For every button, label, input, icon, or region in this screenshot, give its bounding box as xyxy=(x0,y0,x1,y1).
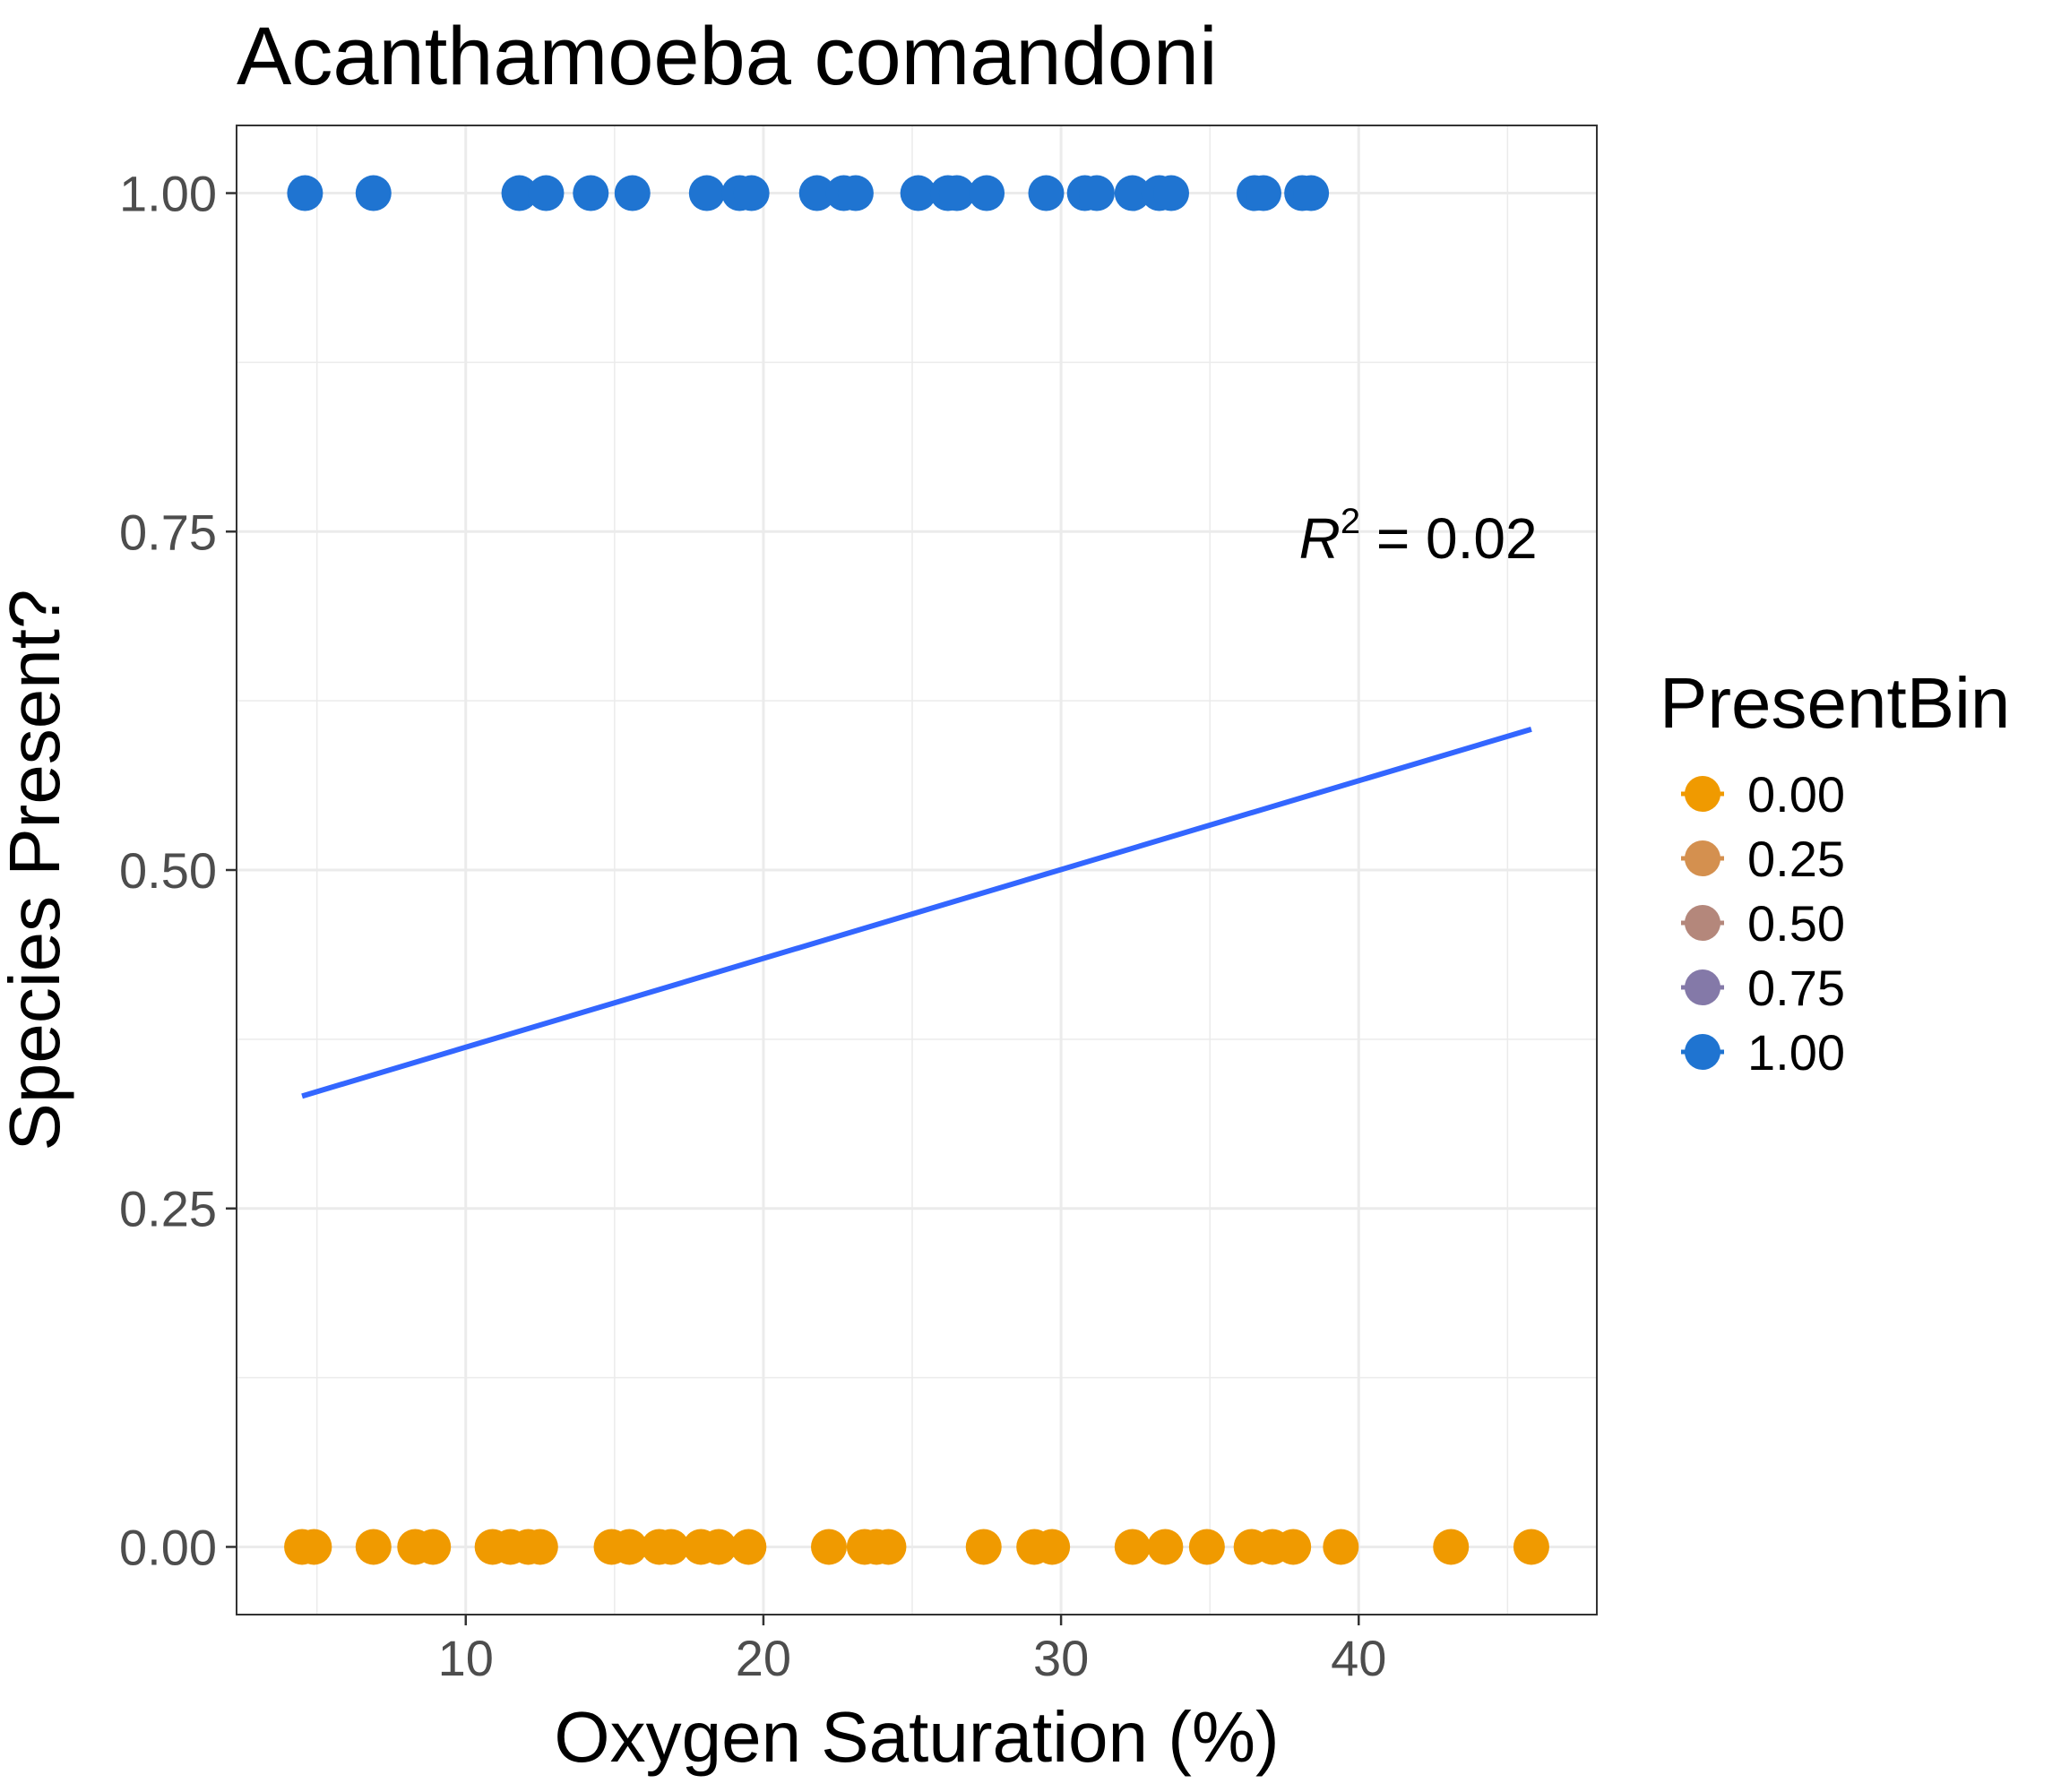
data-point xyxy=(969,175,1005,211)
data-point xyxy=(798,175,835,211)
data-point xyxy=(1323,1529,1359,1565)
legend-key-point xyxy=(1685,776,1720,812)
legend-items: 0.00 0.25 0.50 0.75 1.00 xyxy=(1681,766,1845,1081)
data-point xyxy=(573,175,609,211)
data-point xyxy=(1245,175,1281,211)
x-tick-label: 10 xyxy=(438,1630,494,1686)
legend-label: 0.25 xyxy=(1747,831,1845,887)
y-tick-label: 0.25 xyxy=(119,1181,217,1237)
data-point xyxy=(296,1529,332,1565)
data-point xyxy=(1078,175,1115,211)
data-point xyxy=(1293,175,1330,211)
data-point xyxy=(501,175,538,211)
data-point xyxy=(1188,1529,1225,1565)
x-tick-label: 30 xyxy=(1033,1630,1089,1686)
data-point xyxy=(701,1529,737,1565)
fit-line-group xyxy=(301,726,1532,1099)
data-point xyxy=(730,1529,767,1565)
data-point xyxy=(733,175,770,211)
data-point xyxy=(1275,1529,1312,1565)
y-tick-label: 0.00 xyxy=(119,1519,217,1575)
x-axis: 10 20 30 40 xyxy=(438,1615,1386,1686)
legend-label: 0.50 xyxy=(1747,895,1845,952)
data-point xyxy=(1034,1529,1071,1565)
legend-title: PresentBin xyxy=(1660,663,2010,743)
legend-label: 0.75 xyxy=(1747,960,1845,1016)
annotation-exponent: 2 xyxy=(1341,502,1360,541)
data-point xyxy=(900,175,936,211)
data-point xyxy=(614,175,651,211)
annotation-lhs: R xyxy=(1299,506,1341,571)
x-tick-label: 20 xyxy=(736,1630,791,1686)
data-point xyxy=(415,1529,452,1565)
y-tick-label: 1.00 xyxy=(119,166,217,222)
y-tick-label: 0.75 xyxy=(119,504,217,560)
annotation-rhs: = 0.02 xyxy=(1360,506,1538,571)
data-point xyxy=(611,1529,648,1565)
x-axis-title: Oxygen Saturation (%) xyxy=(554,1697,1279,1777)
data-point xyxy=(1114,175,1151,211)
data-point xyxy=(1028,175,1065,211)
data-point xyxy=(965,1529,1002,1565)
data-point xyxy=(837,175,874,211)
data-point xyxy=(870,1529,907,1565)
data-point xyxy=(1153,175,1190,211)
data-point xyxy=(528,175,565,211)
data-point xyxy=(688,175,725,211)
y-axis-title: Species Present? xyxy=(0,589,74,1150)
data-point xyxy=(1513,1529,1549,1565)
legend-label: 1.00 xyxy=(1747,1024,1845,1081)
data-point xyxy=(355,175,392,211)
y-axis: 0.00 0.25 0.50 0.75 1.00 xyxy=(119,166,237,1575)
x-tick-label: 40 xyxy=(1331,1630,1386,1686)
y-tick-label: 0.50 xyxy=(119,842,217,899)
data-point xyxy=(1433,1529,1470,1565)
legend-key-point xyxy=(1685,1034,1720,1070)
fit-line xyxy=(301,726,1532,1099)
legend-key-point xyxy=(1685,969,1720,1005)
legend: PresentBin 0.00 0.25 0.50 0.75 1.00 xyxy=(1660,663,2010,1081)
data-point xyxy=(522,1529,558,1565)
data-point xyxy=(1147,1529,1184,1565)
legend-label: 0.00 xyxy=(1747,766,1845,823)
r-squared-annotation: R2 = 0.02 xyxy=(1299,502,1538,571)
legend-key-point xyxy=(1685,840,1720,876)
data-points xyxy=(284,175,1549,1565)
data-point xyxy=(938,175,975,211)
legend-key-point xyxy=(1685,905,1720,941)
grid-major xyxy=(237,125,1597,1615)
data-point xyxy=(287,175,323,211)
chart-title: Acanthamoeba comandoni xyxy=(237,11,1218,102)
data-point xyxy=(811,1529,848,1565)
data-point xyxy=(1114,1529,1151,1565)
data-point xyxy=(355,1529,392,1565)
data-point xyxy=(652,1529,689,1565)
